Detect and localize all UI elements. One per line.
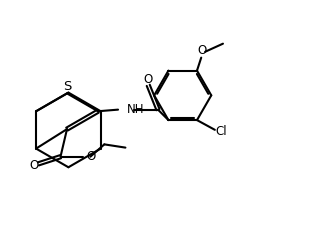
Text: S: S (64, 80, 72, 93)
Text: O: O (86, 150, 96, 163)
Text: O: O (143, 73, 152, 86)
Text: O: O (197, 44, 206, 57)
Text: NH: NH (127, 103, 145, 116)
Text: O: O (29, 159, 38, 172)
Text: Cl: Cl (215, 125, 227, 138)
